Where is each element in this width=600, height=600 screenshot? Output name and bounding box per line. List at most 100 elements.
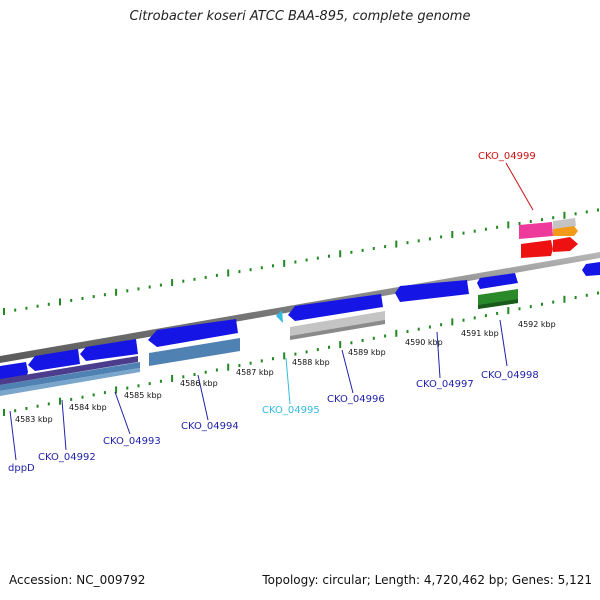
- gene-label-cko-04993[interactable]: CKO_04993: [103, 436, 161, 447]
- minor-tick: [47, 402, 50, 406]
- leader-line: [285, 357, 291, 405]
- minor-tick: [585, 210, 588, 214]
- major-tick: [171, 279, 174, 287]
- gene-feature-cko-04995[interactable]: [276, 310, 283, 323]
- minor-tick: [204, 370, 207, 374]
- minor-tick: [159, 379, 162, 383]
- gene-label-dppd[interactable]: dppD: [8, 463, 35, 474]
- kbp-label: 4583 kbp: [15, 415, 53, 424]
- minor-tick: [14, 308, 17, 312]
- leader-line: [197, 374, 209, 421]
- minor-tick: [70, 397, 73, 401]
- minor-tick: [14, 409, 17, 413]
- gene-label-cko-04992[interactable]: CKO_04992: [38, 452, 96, 463]
- minor-tick: [574, 212, 577, 216]
- minor-tick: [238, 364, 241, 367]
- gene-labels: CKO_04999 dppD CKO_04992 CKO_04993 CKO_0…: [8, 151, 539, 474]
- cds-feature: [553, 218, 576, 229]
- minor-tick: [215, 368, 218, 372]
- label-leaders: [9, 162, 534, 461]
- minor-tick: [25, 306, 28, 310]
- leader-line: [436, 331, 441, 379]
- accession-text: Accession: NC_009792: [9, 573, 146, 587]
- minor-tick: [384, 334, 387, 338]
- minor-tick: [350, 250, 353, 254]
- minor-tick: [294, 352, 297, 356]
- minor-tick: [484, 227, 487, 231]
- kbp-label: 4588 kbp: [292, 358, 330, 367]
- minor-tick: [70, 299, 73, 302]
- outer-tick-rail: [3, 208, 599, 315]
- major-tick: [227, 363, 230, 371]
- major-tick: [3, 409, 5, 416]
- gene-label-cko-04994[interactable]: CKO_04994: [181, 421, 239, 432]
- cds-feature: [0, 368, 140, 396]
- minor-tick: [529, 220, 532, 223]
- minor-tick: [148, 285, 151, 289]
- major-tick: [59, 397, 61, 405]
- minor-tick: [585, 293, 588, 297]
- cds-feature: [519, 222, 553, 239]
- minor-tick: [574, 296, 577, 299]
- minor-tick: [249, 361, 252, 365]
- minor-tick: [137, 384, 140, 388]
- leader-line: [341, 349, 354, 394]
- minor-tick: [182, 375, 185, 379]
- minor-tick: [81, 395, 84, 399]
- minor-tick: [36, 304, 39, 308]
- minor-tick: [103, 391, 106, 395]
- cds-feature: [0, 356, 138, 385]
- minor-tick: [294, 260, 297, 264]
- gene-label-cko-04998[interactable]: CKO_04998: [481, 370, 539, 381]
- leader-line: [499, 319, 508, 367]
- gene-feature[interactable]: [288, 294, 383, 321]
- minor-tick: [406, 330, 409, 333]
- minor-tick: [428, 325, 431, 329]
- minor-tick: [428, 237, 431, 241]
- minor-tick: [260, 359, 263, 363]
- gene-feature[interactable]: [582, 262, 600, 276]
- minor-tick: [372, 247, 375, 250]
- kbp-label: 4586 kbp: [180, 379, 218, 388]
- cds-feature: [553, 226, 578, 236]
- minor-tick: [249, 268, 252, 272]
- major-tick: [283, 259, 286, 267]
- gene-feature[interactable]: [148, 319, 238, 347]
- gene-feature[interactable]: [28, 349, 80, 371]
- minor-tick: [92, 295, 95, 299]
- minor-tick: [462, 318, 465, 322]
- minor-tick: [316, 256, 319, 260]
- minor-tick: [440, 235, 443, 239]
- gene-feature[interactable]: [395, 280, 469, 302]
- minor-tick: [36, 404, 39, 408]
- gene-feature[interactable]: [521, 240, 553, 258]
- minor-tick: [384, 245, 387, 249]
- cds-feature: [149, 338, 240, 366]
- gene-label-cko-04999[interactable]: CKO_04999: [478, 151, 536, 162]
- minor-tick: [518, 307, 521, 311]
- topology-summary: Topology: circular; Length: 4,720,462 bp…: [262, 573, 592, 587]
- minor-tick: [496, 311, 499, 315]
- minor-tick: [238, 270, 241, 274]
- gene-label-cko-04997[interactable]: CKO_04997: [416, 379, 474, 390]
- gene-label-cko-04996[interactable]: CKO_04996: [327, 394, 385, 405]
- minor-tick: [518, 222, 521, 225]
- reverse-strand-cluster: [519, 218, 578, 258]
- minor-tick: [350, 341, 353, 345]
- cds-feature: [0, 362, 140, 391]
- minor-tick: [496, 225, 499, 229]
- minor-tick: [597, 291, 599, 295]
- leader-line: [505, 162, 534, 211]
- gene-feature[interactable]: [80, 339, 138, 361]
- gene-feature[interactable]: [553, 237, 578, 252]
- major-tick: [115, 288, 118, 296]
- minor-tick: [193, 373, 196, 376]
- major-tick: [115, 386, 118, 394]
- gene-feature[interactable]: [477, 273, 518, 289]
- leader-line: [61, 399, 67, 451]
- major-tick: [227, 269, 230, 277]
- major-tick: [563, 211, 566, 219]
- gene-label-cko-04995[interactable]: CKO_04995: [262, 405, 320, 416]
- major-tick: [451, 318, 454, 326]
